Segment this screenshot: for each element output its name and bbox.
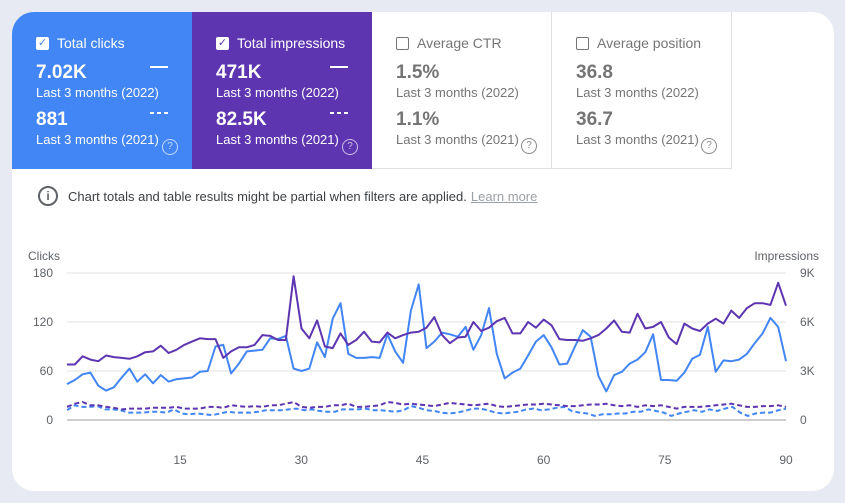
metric-value-2021: 36.7 <box>576 109 613 130</box>
series-line-clicks-dashed <box>66 404 787 417</box>
metric-label: Total clicks <box>57 35 125 51</box>
metric-period-2021: Last 3 months (2021) <box>36 132 159 147</box>
dashed-line-legend-icon <box>330 112 348 114</box>
learn-more-link[interactable]: Learn more <box>470 188 538 204</box>
metric-value-2021: 1.1% <box>396 109 440 130</box>
metric-tiles: ✓ Total clicks 7.02K Last 3 months (2022… <box>12 12 732 169</box>
right-tick-label: 6K <box>800 315 815 329</box>
series-line-impressions-dashed <box>66 401 787 411</box>
right-tick-label: 3K <box>800 364 815 378</box>
metric-value-2022: 36.8 <box>576 62 613 83</box>
dashed-line-legend-icon <box>150 112 168 114</box>
series-line-impressions-solid <box>67 275 787 366</box>
solid-line-legend-icon <box>150 66 168 68</box>
metric-tile-ctr[interactable]: Average CTR 1.5% Last 3 months (2022) 1.… <box>372 12 552 169</box>
x-tick-label: 15 <box>173 453 187 467</box>
metric-period-2021: Last 3 months (2021) <box>216 132 339 147</box>
metric-value-2022: 471K <box>216 62 262 83</box>
left-axis-title: Clicks <box>28 249 60 263</box>
metric-value-2022: 1.5% <box>396 62 440 83</box>
performance-card: ✓ Total clicks 7.02K Last 3 months (2022… <box>12 12 834 491</box>
help-circle-icon[interactable]: ? <box>162 139 178 155</box>
help-circle-icon[interactable]: ? <box>342 139 358 155</box>
checkbox-empty-icon[interactable] <box>576 36 589 50</box>
metric-tile-clicks[interactable]: ✓ Total clicks 7.02K Last 3 months (2022… <box>12 12 192 169</box>
right-tick-label: 0 <box>800 413 807 427</box>
metric-tile-position[interactable]: Average position 36.8 Last 3 months (202… <box>552 12 732 169</box>
notice-text: Chart totals and table results might be … <box>68 188 467 204</box>
metric-value-2021: 881 <box>36 109 68 130</box>
checkbox-empty-icon[interactable] <box>396 36 409 50</box>
metric-period-2022: Last 3 months (2022) <box>576 85 699 100</box>
left-tick-label: 120 <box>33 315 53 329</box>
metric-period-2022: Last 3 months (2022) <box>396 85 519 100</box>
metric-label: Total impressions <box>237 35 346 51</box>
x-tick-label: 30 <box>295 453 309 467</box>
metric-value-2021: 82.5K <box>216 109 267 130</box>
right-axis-title: Impressions <box>754 249 819 263</box>
help-circle-icon[interactable]: ? <box>701 138 717 154</box>
partial-data-notice: i Chart totals and table results might b… <box>38 186 537 206</box>
metric-period-2022: Last 3 months (2022) <box>36 85 159 100</box>
metric-label: Average position <box>597 35 702 51</box>
x-tick-label: 45 <box>416 453 430 467</box>
right-tick-label: 9K <box>800 266 815 280</box>
left-tick-label: 60 <box>40 364 54 378</box>
help-circle-icon[interactable]: ? <box>521 138 537 154</box>
performance-chart: 180 9K 120 6K 60 3K 0 0 Clicks Impressions 15 30 45 6… <box>28 249 819 467</box>
metric-tile-impressions[interactable]: ✓ Total impressions 471K Last 3 months (… <box>192 12 372 169</box>
check-icon[interactable]: ✓ <box>36 36 49 50</box>
x-tick-label: 90 <box>779 453 793 467</box>
metric-period-2021: Last 3 months (2021) <box>396 132 519 147</box>
metric-value-2022: 7.02K <box>36 62 87 83</box>
left-tick-label: 180 <box>33 266 53 280</box>
left-tick-label: 0 <box>46 413 53 427</box>
info-icon: i <box>38 186 58 206</box>
metric-period-2021: Last 3 months (2021) <box>576 132 699 147</box>
check-icon[interactable]: ✓ <box>216 36 229 50</box>
series-line-clicks-solid <box>66 283 787 393</box>
x-tick-label: 75 <box>658 453 672 467</box>
metric-period-2022: Last 3 months (2022) <box>216 85 339 100</box>
solid-line-legend-icon <box>330 66 348 68</box>
metric-label: Average CTR <box>417 35 502 51</box>
x-tick-label: 60 <box>537 453 551 467</box>
